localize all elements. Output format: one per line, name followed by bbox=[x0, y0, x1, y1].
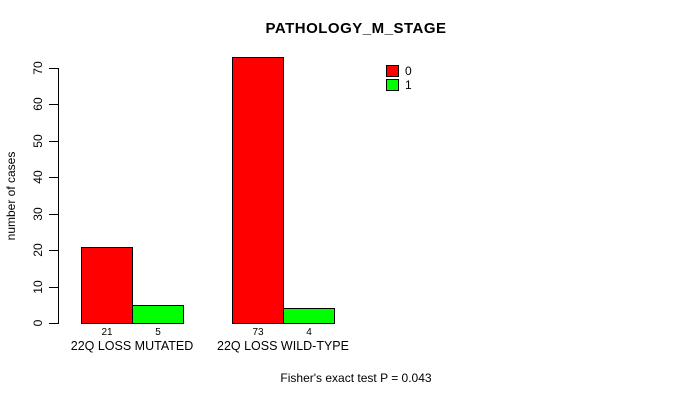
y-tick-label: 60 bbox=[31, 97, 45, 112]
y-axis-label: number of cases bbox=[4, 151, 18, 241]
bar-value-label: 73 bbox=[252, 327, 264, 338]
y-tick-label: 30 bbox=[31, 207, 45, 221]
y-tick-mark bbox=[49, 250, 58, 252]
bar-0 bbox=[81, 246, 133, 324]
y-tick-mark bbox=[49, 68, 58, 69]
y-axis-line bbox=[58, 68, 59, 324]
legend-row: 1 bbox=[386, 78, 412, 92]
y-tick-label: 20 bbox=[31, 243, 45, 257]
bar-1 bbox=[132, 304, 184, 324]
legend-row: 0 bbox=[386, 64, 412, 78]
bar-value-label: 4 bbox=[306, 327, 312, 338]
x-category-label: 22Q LOSS MUTATED bbox=[70, 339, 194, 353]
y-tick-mark bbox=[49, 323, 58, 324]
bar-value-label: 5 bbox=[155, 327, 161, 338]
x-category-label: 22Q LOSS WILD-TYPE bbox=[217, 339, 349, 353]
y-tick-mark bbox=[49, 104, 58, 106]
bar-1 bbox=[283, 308, 335, 324]
legend-label: 0 bbox=[405, 64, 412, 78]
chart-title: PATHOLOGY_M_STAGE bbox=[265, 20, 447, 37]
y-tick-label: 70 bbox=[31, 61, 45, 75]
y-tick-label: 40 bbox=[31, 170, 45, 184]
legend-label: 1 bbox=[405, 78, 412, 92]
y-tick-mark bbox=[49, 213, 58, 215]
annotation-text: Fisher's exact test P = 0.043 bbox=[280, 371, 432, 385]
legend-swatch-icon bbox=[386, 65, 399, 77]
y-tick-label: 50 bbox=[31, 134, 45, 148]
y-tick-label: 10 bbox=[31, 279, 45, 294]
y-tick-label: 0 bbox=[31, 319, 45, 327]
bar-value-label: 21 bbox=[101, 327, 113, 338]
legend-swatch-icon bbox=[386, 79, 399, 91]
y-tick-mark bbox=[49, 140, 58, 142]
bar-0 bbox=[232, 57, 284, 324]
y-tick-mark bbox=[49, 177, 58, 179]
y-tick-mark bbox=[49, 286, 58, 288]
